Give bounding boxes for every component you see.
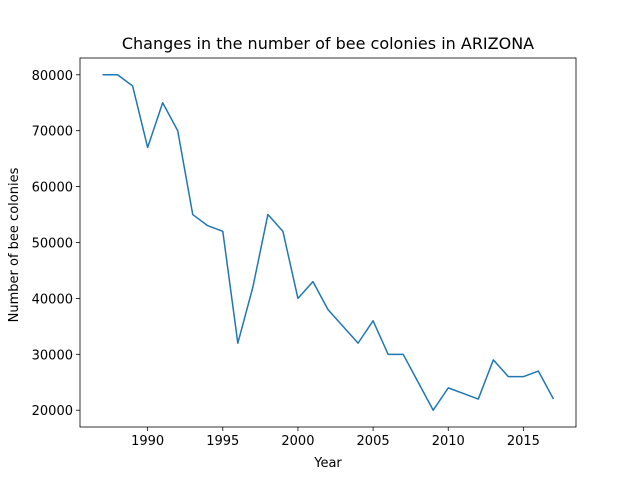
y-tick-label: 60000 bbox=[32, 181, 73, 196]
x-tick-label: 2010 bbox=[432, 434, 465, 449]
x-axis-label: Year bbox=[313, 456, 342, 471]
y-tick-label: 40000 bbox=[32, 292, 73, 307]
series-line-0 bbox=[102, 74, 555, 411]
plot-frame bbox=[79, 57, 577, 428]
plot-area: 1990 1995 2000 2005 2010 2015 20000 30000 40000 5… bbox=[32, 57, 577, 449]
x-tick-label: 2015 bbox=[507, 434, 540, 449]
y-axis-label: Number of bee colonies bbox=[7, 167, 22, 322]
x-tick-label: 2005 bbox=[357, 434, 390, 449]
x-tick-label: 1990 bbox=[131, 434, 164, 449]
x-tick-label: 2000 bbox=[281, 434, 314, 449]
y-tick-label: 30000 bbox=[32, 348, 73, 363]
y-tick-label: 70000 bbox=[32, 125, 73, 140]
y-tick-label: 80000 bbox=[32, 69, 73, 84]
x-tick-label: 1995 bbox=[206, 434, 239, 449]
y-tick-label: 20000 bbox=[32, 404, 73, 419]
y-tick-label: 50000 bbox=[32, 237, 73, 252]
chart-title: Changes in the number of bee colonies in… bbox=[122, 34, 534, 53]
